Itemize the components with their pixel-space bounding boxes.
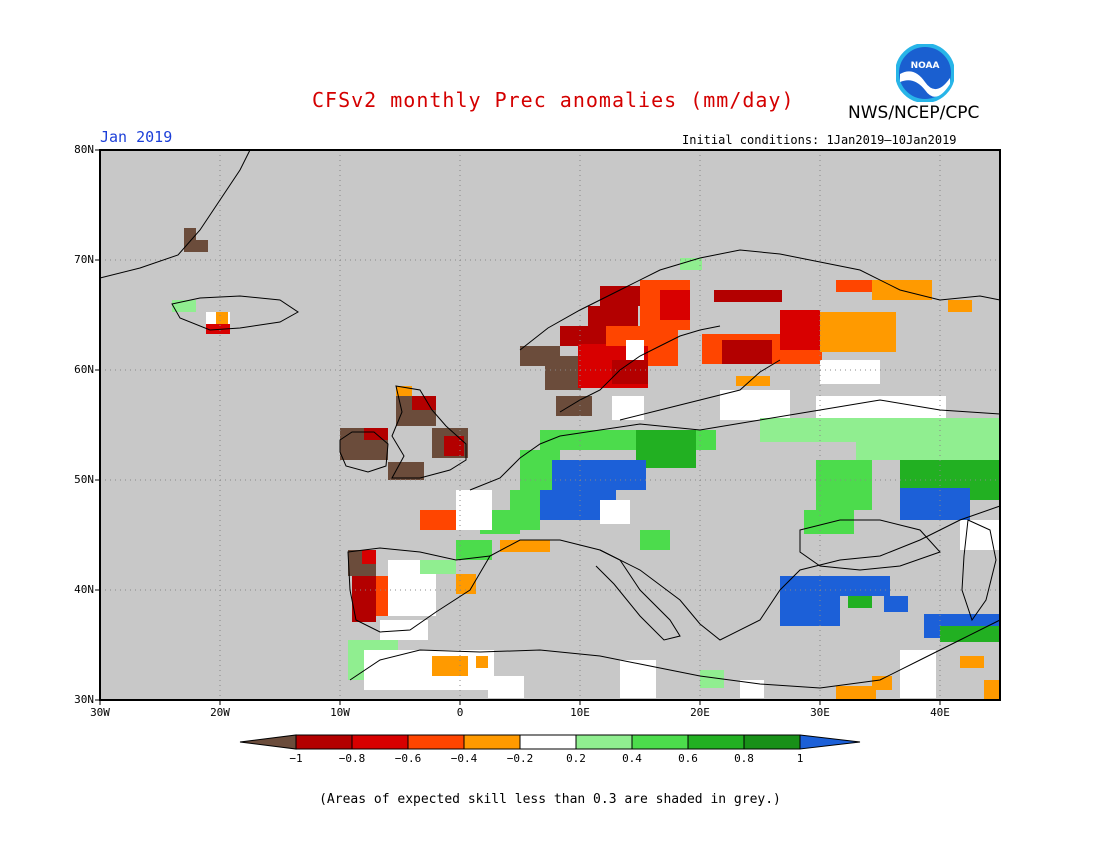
- colorbar-label: −0.2: [506, 752, 534, 765]
- colorbar-label: −0.6: [394, 752, 422, 765]
- lon-label-30e: 30E: [810, 706, 830, 719]
- lat-label-30n: 30N: [74, 693, 94, 706]
- axis-ticks: [95, 149, 941, 705]
- colorbar-label: −0.8: [338, 752, 366, 765]
- colorbar-label: −0.4: [450, 752, 478, 765]
- map-frame: [99, 149, 1001, 701]
- coastlines: [99, 149, 1001, 689]
- map-title: CFSv2 monthly Prec anomalies (mm/day): [312, 88, 795, 112]
- noaa-logo: NOAA: [896, 44, 954, 102]
- skill-footnote: (Areas of expected skill less than 0.3 a…: [319, 792, 781, 807]
- graticule: [100, 150, 1000, 700]
- svg-text:NOAA: NOAA: [911, 61, 940, 71]
- lon-label-20e: 20E: [690, 706, 710, 719]
- colorbar-label: 0.2: [566, 752, 586, 765]
- lon-label-20w: 20W: [210, 706, 230, 719]
- colorbar: [239, 734, 861, 750]
- initial-conditions: Initial conditions: 1Jan2019–10Jan2019: [682, 133, 957, 147]
- colorbar-label: 0.8: [734, 752, 754, 765]
- lat-label-50n: 50N: [74, 473, 94, 486]
- lon-label-40e: 40E: [930, 706, 950, 719]
- lon-label-0: 0: [456, 706, 464, 719]
- colorbar-label: 1: [796, 752, 804, 765]
- lat-label-80n: 80N: [74, 143, 94, 156]
- colorbar-label: 0.4: [622, 752, 642, 765]
- colorbar-label: −1: [289, 752, 303, 765]
- lat-label-40n: 40N: [74, 583, 94, 596]
- lon-label-10e: 10E: [570, 706, 590, 719]
- month-label: Jan 2019: [100, 128, 173, 146]
- lat-label-70n: 70N: [74, 253, 94, 266]
- lon-label-10w: 10W: [330, 706, 350, 719]
- colorbar-high-arrow: [799, 734, 861, 750]
- lon-label-30w: 30W: [90, 706, 110, 719]
- agency-label: NWS/NCEP/CPC: [848, 103, 980, 123]
- colorbar-label: 0.6: [678, 752, 698, 765]
- lat-label-60n: 60N: [74, 363, 94, 376]
- colorbar-low-arrow: [239, 734, 297, 750]
